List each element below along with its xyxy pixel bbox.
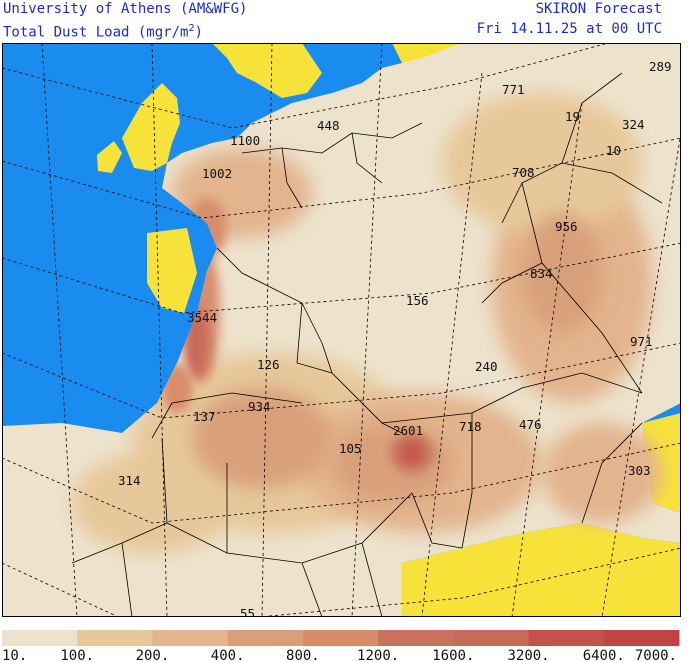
colorbar-label-9: 7000. [635,648,677,662]
colorbar-swatch-1 [77,630,153,646]
map-label-19: 19 [565,109,580,124]
field-title: Total Dust Load (mgr/m2) [3,21,203,41]
dust-blob [402,443,422,463]
colorbar-label-6: 1600. [432,648,474,662]
dust-blob [442,93,642,233]
map-frame [2,43,681,617]
dust-blob [542,423,662,523]
dust-blob [332,423,452,503]
colorbar-label-3: 400. [211,648,245,662]
institution-title: University of Athens (AM&WFG) [3,1,248,17]
map-label-1002: 1002 [202,166,232,181]
colorbar-swatch-7 [528,630,605,646]
colorbar-swatch-2 [152,630,229,646]
valid-time: Fri 14.11.25 at 00 UTC [476,21,662,37]
map-label-771: 771 [502,82,525,97]
product-title: SKIRON Forecast [535,1,662,17]
colorbar-label-1: 100. [60,648,94,662]
colorbar-swatch-6 [453,630,530,646]
map-label-156: 156 [406,293,429,308]
field-title-superscript: 2 [188,23,195,34]
colorbar-label-7: 3200. [507,648,549,662]
dust-load-map: 771 289 448 1100 19 324 1002 10 708 956 … [2,43,681,617]
map-label-934: 934 [248,399,271,414]
map-label-126: 126 [257,357,280,372]
map-label-834: 834 [530,266,553,281]
colorbar-swatch-0 [2,630,78,646]
colorbar-label-2: 200. [136,648,170,662]
map-label-3544: 3544 [187,310,217,325]
map-label-105: 105 [339,441,362,456]
field-title-main: Total Dust Load (mgr/m [3,24,189,41]
field-title-close: ) [194,24,203,41]
colorbar-label-8: 6400. [583,648,625,662]
colorbar-swatch-5 [378,630,454,646]
country-borders [71,72,663,617]
lat-lon-grid [2,43,681,617]
map-label-137: 137 [193,409,216,424]
map-label-324: 324 [622,117,645,132]
map-label-448: 448 [317,118,340,133]
map-label-240: 240 [475,359,498,374]
colorbar-legend: 10. 100. 200. 400. 800. 1200. 1600. 3200. 6400. 7… [2,630,680,662]
map-label-956: 956 [555,219,578,234]
map-label-476: 476 [519,417,542,432]
map-label-718: 718 [459,419,482,434]
colorbar-swatch-3 [227,630,304,646]
colorbar-label-5: 1200. [357,648,399,662]
map-label-2601: 2601 [393,423,423,438]
map-label-303: 303 [628,463,651,478]
map-label-971: 971 [630,334,653,349]
concentration-labels: 771 289 448 1100 19 324 1002 10 708 956 … [118,59,672,617]
map-label-1100: 1100 [230,133,260,148]
dust-blob [72,453,232,553]
map-label-55: 55 [240,606,255,617]
dust-concentration-field [72,93,662,553]
dust-blob [522,213,602,333]
colorbar-label-4: 800. [286,648,320,662]
map-label-10: 10 [606,143,621,158]
colorbar-swatch-8 [603,630,680,646]
colorbar-swatch-4 [302,630,379,646]
map-label-314: 314 [118,473,141,488]
map-label-289: 289 [649,59,672,74]
colorbar-label-0: 10. [2,648,27,662]
map-label-708: 708 [512,165,535,180]
